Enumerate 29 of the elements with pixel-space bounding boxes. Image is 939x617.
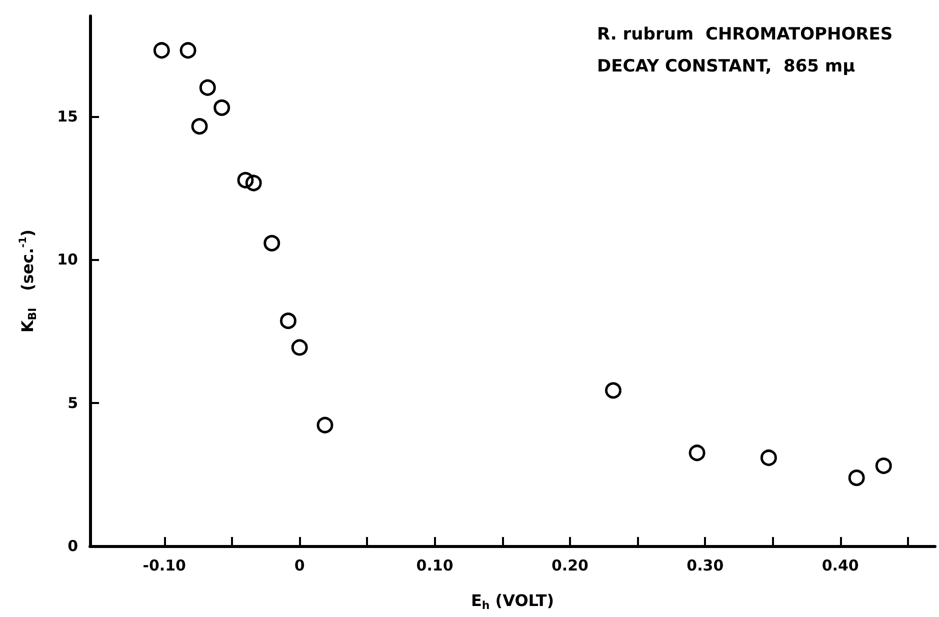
point [848,470,865,486]
text: KBI (sec.-1) [18,229,39,333]
point [280,312,296,330]
y-tick-label: 0 [68,537,78,555]
point [316,416,334,434]
point [180,42,196,59]
y-tick-label: 5 [68,394,78,412]
x-tick-label: 0.40 [822,556,859,574]
point [291,339,308,356]
point [191,118,208,135]
x-tick-label: 0 [294,556,305,574]
point [214,99,230,116]
point [199,79,216,96]
point [264,234,280,252]
point [760,450,777,466]
y-tick-label: 10 [57,250,78,269]
point [875,458,892,474]
x-tick-label: 0.10 [416,556,454,574]
point [237,172,254,188]
x-tick-label: 0.30 [686,556,724,574]
point [245,174,262,192]
x-tick-label: -0.10 [142,556,186,574]
annotation: R. rubrum CHROMATOPHORES [597,24,893,44]
annotation: DECAY CONSTANT, 865 mμ [597,56,856,76]
y-tick-label: 15 [57,107,78,126]
point [153,42,170,59]
point [604,382,622,399]
x-tick-label: 0.20 [551,556,588,574]
point [688,444,706,462]
